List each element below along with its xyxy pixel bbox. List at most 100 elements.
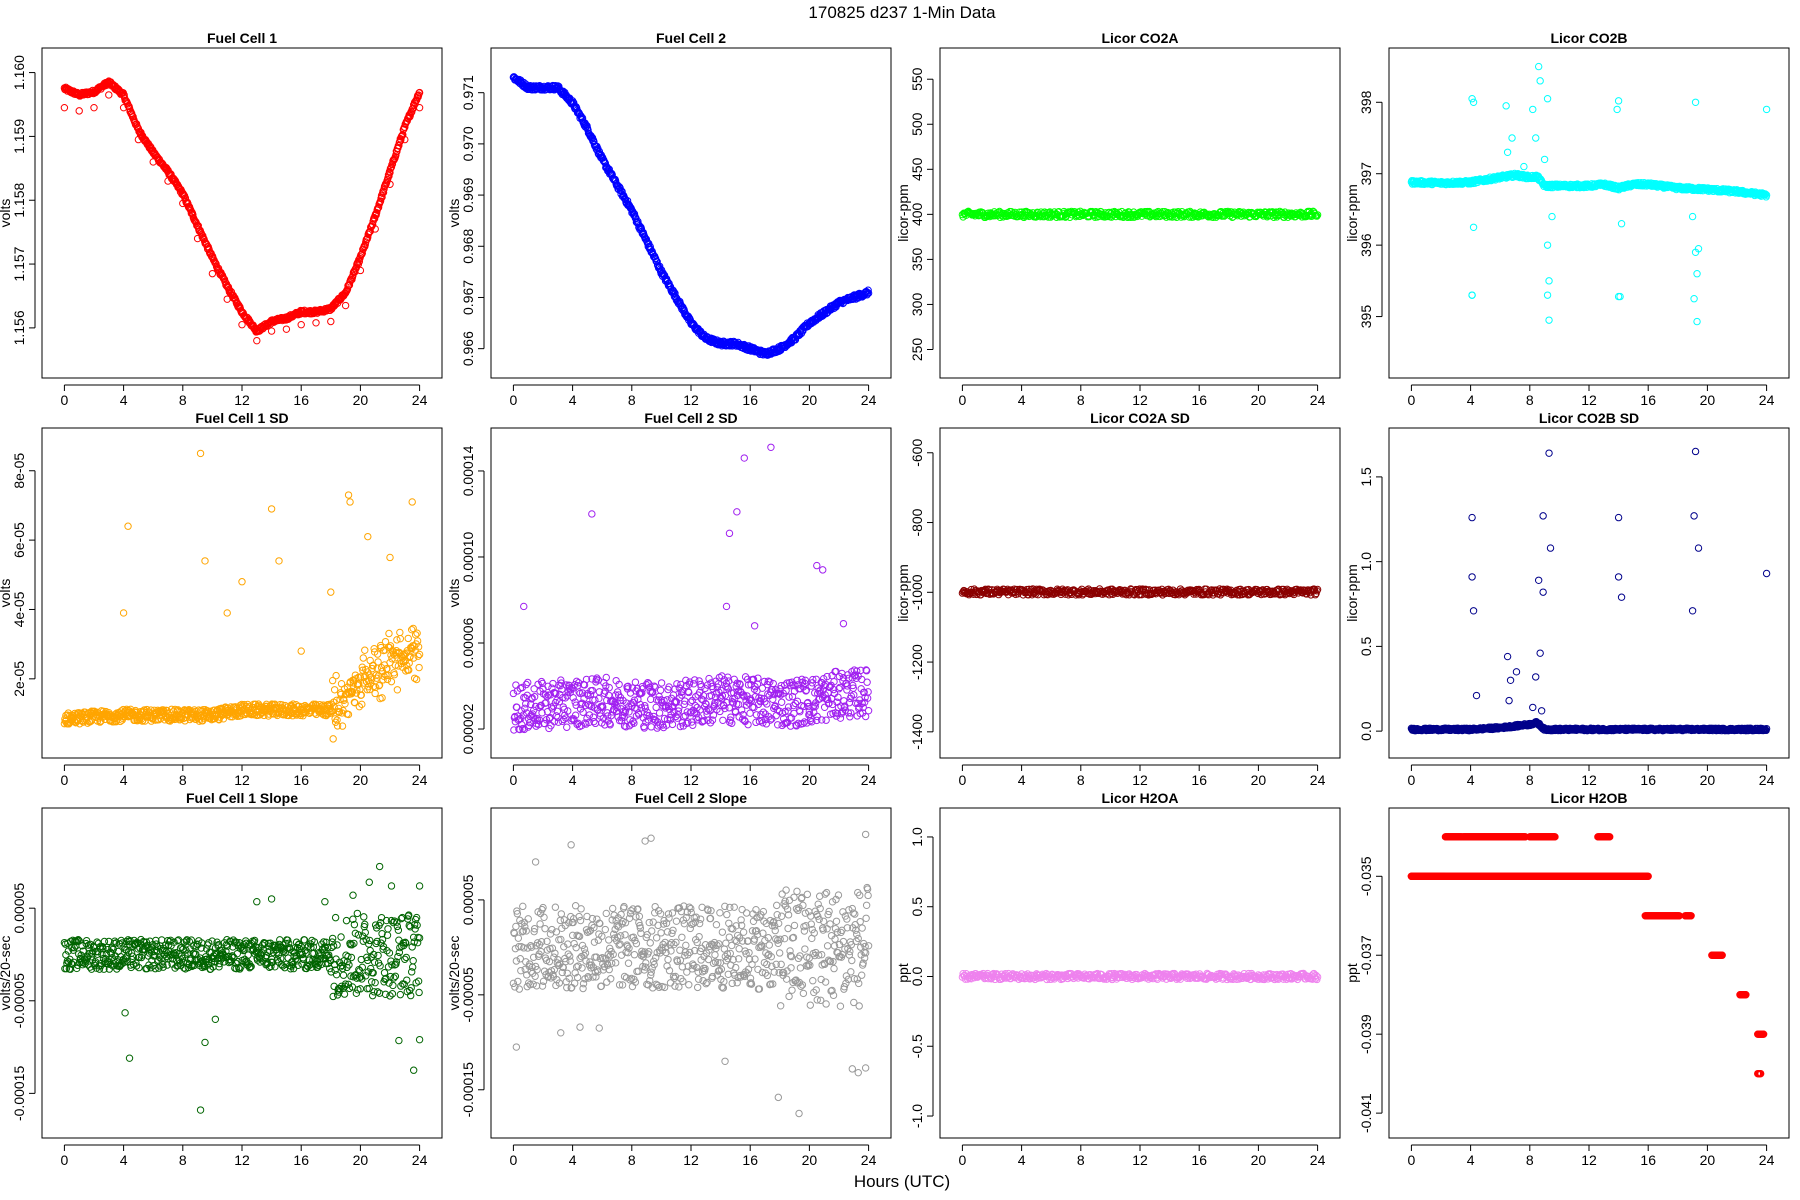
data-point bbox=[787, 714, 796, 722]
data-point bbox=[746, 709, 754, 717]
data-point bbox=[607, 711, 615, 720]
data-point bbox=[744, 720, 752, 729]
data-point bbox=[830, 677, 838, 686]
data-point bbox=[297, 647, 305, 655]
data-point bbox=[238, 578, 246, 586]
data-point bbox=[861, 712, 870, 721]
data-point bbox=[337, 690, 345, 699]
data-point bbox=[275, 557, 283, 565]
data-point bbox=[525, 721, 533, 730]
data-point bbox=[591, 719, 600, 728]
data-point bbox=[813, 716, 821, 725]
y-tick-label: 0.00010 bbox=[460, 531, 476, 582]
data-point bbox=[563, 723, 571, 731]
data-point bbox=[650, 712, 658, 721]
y-tick-label: 4e-05 bbox=[11, 591, 27, 627]
plot-frame bbox=[490, 427, 892, 759]
y-tick-label: 0.966 bbox=[460, 331, 476, 366]
data-point bbox=[560, 715, 568, 724]
data-point bbox=[1468, 95, 1476, 103]
data-point bbox=[718, 692, 727, 700]
data-point bbox=[370, 645, 378, 653]
data-point bbox=[734, 700, 743, 709]
data-point bbox=[1026, 589, 1035, 597]
x-tick-label: 0 bbox=[61, 392, 69, 408]
data-point bbox=[862, 667, 871, 675]
x-tick-label: 12 bbox=[1581, 772, 1597, 788]
data-point bbox=[828, 700, 837, 709]
data-point bbox=[588, 510, 596, 518]
data-point bbox=[864, 688, 872, 696]
data-point bbox=[351, 268, 359, 276]
y-axis-label: volts bbox=[0, 199, 13, 228]
data-point bbox=[409, 624, 417, 633]
data-point bbox=[521, 704, 529, 713]
data-point bbox=[360, 673, 368, 682]
data-point bbox=[1313, 212, 1321, 220]
data-point bbox=[194, 222, 202, 230]
data-point bbox=[1693, 317, 1701, 326]
plot-frame bbox=[41, 427, 443, 759]
data-point bbox=[1614, 292, 1623, 301]
data-point bbox=[267, 327, 276, 335]
data-point bbox=[411, 631, 420, 639]
data-point bbox=[75, 107, 83, 115]
x-tick-label: 16 bbox=[293, 772, 309, 788]
x-tick-label: 24 bbox=[412, 772, 428, 788]
data-point bbox=[716, 693, 725, 702]
data-point bbox=[769, 679, 777, 688]
data-point bbox=[850, 691, 858, 699]
data-point bbox=[677, 688, 686, 696]
data-point bbox=[1468, 291, 1476, 299]
data-point bbox=[267, 505, 276, 513]
y-tick-label: -1400 bbox=[909, 714, 925, 750]
data-point bbox=[1469, 98, 1478, 106]
y-tick-label: 450 bbox=[909, 157, 925, 181]
data-point bbox=[364, 532, 372, 541]
data-point bbox=[687, 698, 695, 706]
data-point bbox=[541, 691, 550, 699]
data-point bbox=[816, 686, 824, 694]
data-point bbox=[680, 700, 689, 709]
data-point bbox=[647, 695, 655, 704]
data-point bbox=[415, 650, 424, 659]
data-point bbox=[193, 234, 202, 243]
data-point bbox=[407, 108, 416, 116]
data-point bbox=[349, 271, 357, 280]
data-point bbox=[847, 709, 855, 717]
data-point bbox=[331, 715, 339, 723]
data-point bbox=[813, 712, 821, 721]
data-point bbox=[283, 708, 292, 716]
data-point bbox=[782, 686, 790, 695]
data-point bbox=[538, 709, 546, 717]
data-point bbox=[72, 719, 80, 727]
data-point bbox=[513, 703, 521, 711]
data-point bbox=[240, 700, 248, 709]
data-point bbox=[833, 698, 841, 706]
y-tick-label: 0.967 bbox=[460, 280, 476, 315]
y-tick-label: 1.0 bbox=[1358, 552, 1374, 572]
panel-title: Licor CO2A bbox=[1101, 30, 1178, 46]
data-point bbox=[356, 673, 365, 681]
data-point bbox=[385, 629, 393, 638]
x-tick-label: 24 bbox=[861, 772, 877, 788]
data-point bbox=[808, 718, 816, 726]
data-point bbox=[371, 683, 380, 691]
data-point bbox=[864, 289, 873, 297]
data-point bbox=[1520, 162, 1528, 171]
plot-frame bbox=[1388, 47, 1790, 379]
x-tick-label: 0 bbox=[510, 392, 518, 408]
data-point bbox=[655, 262, 664, 270]
data-point bbox=[859, 703, 867, 711]
y-tick-label: 1.5 bbox=[1358, 467, 1374, 487]
data-point bbox=[361, 646, 369, 654]
data-point bbox=[1694, 245, 1703, 253]
data-point bbox=[356, 266, 365, 275]
data-point bbox=[751, 682, 759, 691]
panel-title: Fuel Cell 2 bbox=[656, 30, 726, 46]
x-tick-label: 4 bbox=[120, 772, 128, 788]
x-tick-label: 0 bbox=[1408, 392, 1416, 408]
